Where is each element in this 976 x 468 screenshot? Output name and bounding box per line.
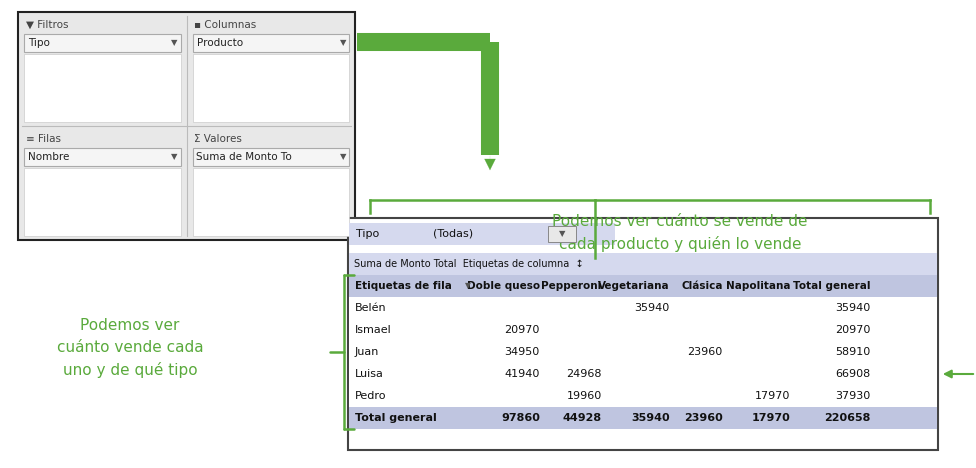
FancyBboxPatch shape [18,12,355,240]
FancyBboxPatch shape [349,407,937,429]
Text: ≡ Filas: ≡ Filas [26,134,61,144]
FancyBboxPatch shape [24,34,181,52]
Text: 44928: 44928 [562,413,601,423]
Text: Producto: Producto [196,38,243,48]
Text: Tipo: Tipo [356,229,380,239]
Text: 19960: 19960 [566,391,601,401]
Text: Podemos ver cuánto se vende de
cada producto y quién lo vende: Podemos ver cuánto se vende de cada prod… [552,213,808,252]
Text: Vegetariana: Vegetariana [598,281,670,291]
Text: Suma de Monto To: Suma de Monto To [196,152,292,162]
Text: 24968: 24968 [566,369,601,379]
Text: ▼: ▼ [340,153,346,161]
Text: 20970: 20970 [834,325,871,335]
FancyBboxPatch shape [20,14,184,124]
Text: Suma de Monto Total  Etiquetas de columna  ↕: Suma de Monto Total Etiquetas de columna… [354,259,584,269]
Text: 41940: 41940 [505,369,540,379]
Text: Luisa: Luisa [355,369,384,379]
Text: Total general: Total general [793,281,871,291]
Text: ▼: ▼ [171,153,178,161]
Text: Total general: Total general [355,413,436,423]
Text: ▪ Columnas: ▪ Columnas [194,20,257,30]
Text: 20970: 20970 [505,325,540,335]
Text: 66908: 66908 [834,369,871,379]
Text: (Todas): (Todas) [433,229,473,239]
Text: Napolitana: Napolitana [726,281,791,291]
Text: 37930: 37930 [834,391,871,401]
FancyBboxPatch shape [188,14,353,124]
Text: ▼: ▼ [558,229,565,239]
FancyBboxPatch shape [192,54,349,122]
FancyBboxPatch shape [349,223,615,245]
Text: ▼: ▼ [340,38,346,47]
Text: 23960: 23960 [687,347,722,357]
Text: 35940: 35940 [630,413,670,423]
Text: Clásica: Clásica [681,281,722,291]
Text: 220658: 220658 [824,413,871,423]
FancyBboxPatch shape [24,54,181,122]
Text: Juan: Juan [355,347,380,357]
Text: 34950: 34950 [505,347,540,357]
FancyBboxPatch shape [192,34,349,52]
Text: 58910: 58910 [834,347,871,357]
FancyBboxPatch shape [192,168,349,236]
Text: Belén: Belén [355,303,386,313]
Text: 17970: 17970 [755,391,791,401]
FancyBboxPatch shape [349,341,937,363]
FancyBboxPatch shape [349,275,937,297]
Text: ▼: ▼ [465,281,470,291]
Text: Podemos ver
cuánto vende cada
uno y de qué tipo: Podemos ver cuánto vende cada uno y de q… [57,317,203,379]
FancyBboxPatch shape [349,385,937,407]
Text: ▼ Filtros: ▼ Filtros [26,20,68,30]
FancyBboxPatch shape [349,363,937,385]
Text: Σ Valores: Σ Valores [194,134,242,144]
Text: 23960: 23960 [684,413,722,423]
FancyBboxPatch shape [192,148,349,166]
FancyBboxPatch shape [348,218,938,450]
FancyBboxPatch shape [188,128,353,238]
Text: Pedro: Pedro [355,391,386,401]
FancyBboxPatch shape [24,148,181,166]
Text: 97860: 97860 [501,413,540,423]
FancyBboxPatch shape [548,226,576,242]
Text: Tipo: Tipo [28,38,50,48]
Text: Nombre: Nombre [28,152,69,162]
FancyBboxPatch shape [349,253,937,275]
Text: 35940: 35940 [634,303,670,313]
FancyBboxPatch shape [24,168,181,236]
Text: ▼: ▼ [171,38,178,47]
Text: 17970: 17970 [752,413,791,423]
FancyBboxPatch shape [349,297,937,319]
FancyBboxPatch shape [349,319,937,341]
Text: Ismael: Ismael [355,325,391,335]
Text: Pepperoni: Pepperoni [542,281,601,291]
Text: Doble queso: Doble queso [467,281,540,291]
Text: Etiquetas de fila: Etiquetas de fila [355,281,452,291]
Text: 35940: 35940 [834,303,871,313]
FancyBboxPatch shape [20,128,184,238]
